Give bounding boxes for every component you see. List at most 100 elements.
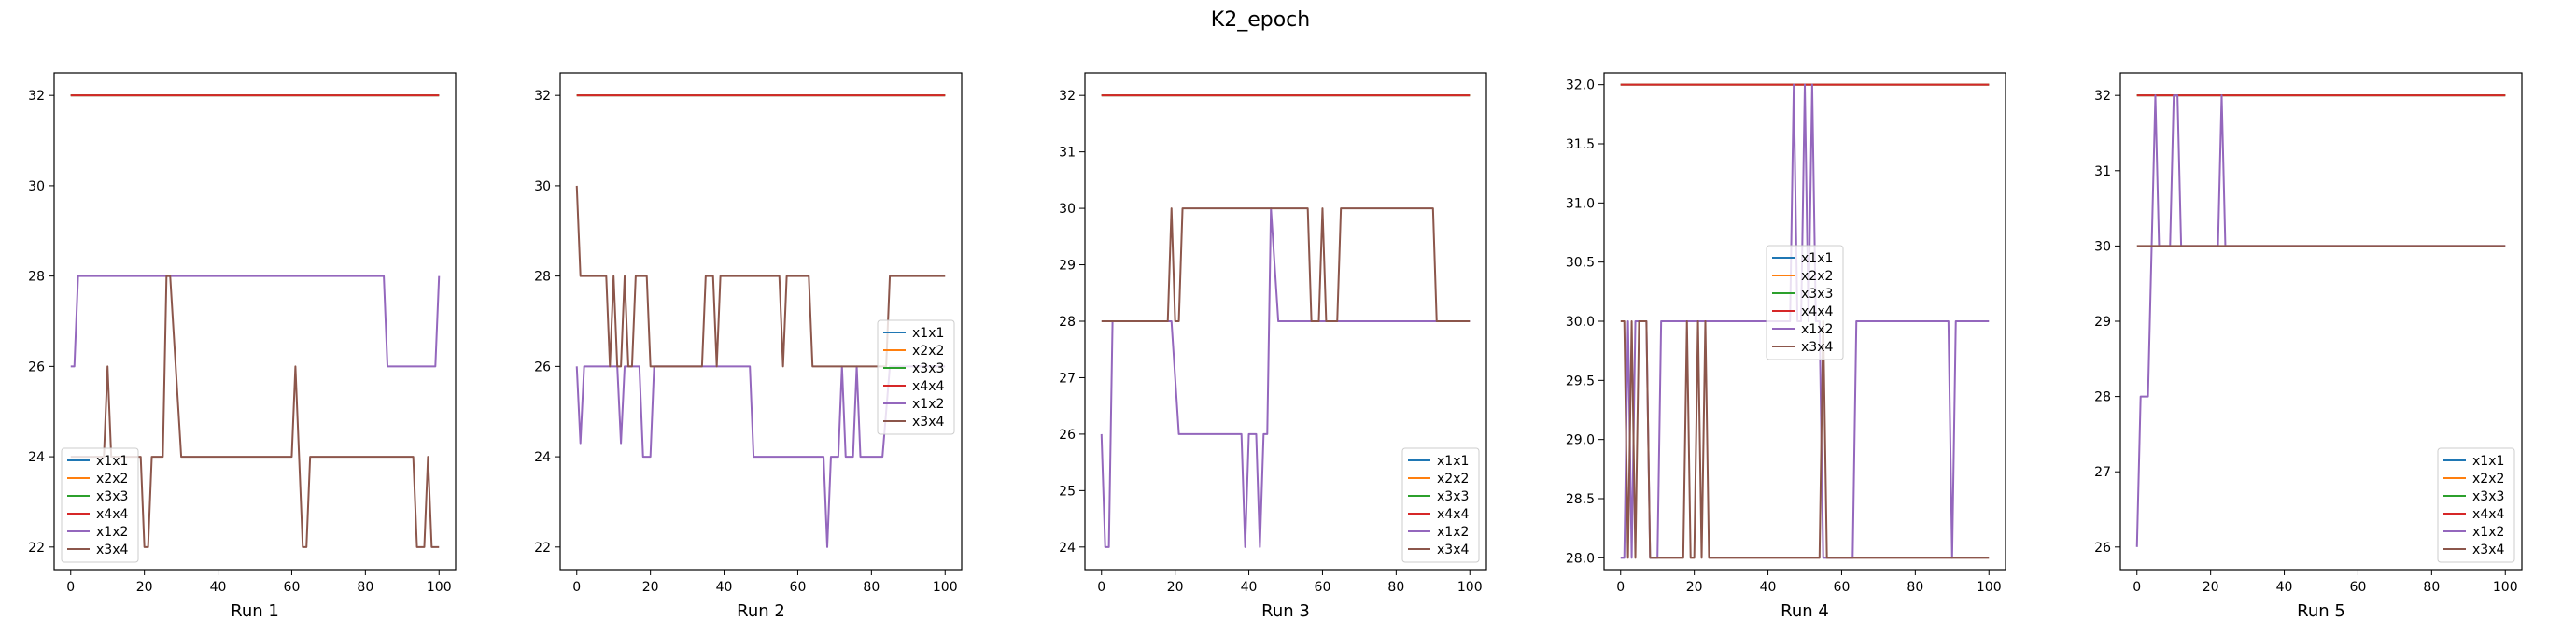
x-axis-label: Run 2 — [737, 601, 785, 621]
subplot-2: 0 20 40 60 80 100 22 24 26 28 30 32 Run 2 x1x1 x2x2 x3x… — [534, 72, 963, 621]
legend-label-x1x2: x1x2 — [96, 525, 128, 540]
x-tick-label: 80 — [2423, 580, 2440, 595]
y-tick-label: 32 — [534, 89, 551, 104]
x-tick-label: 80 — [357, 580, 373, 595]
legend-label-x1x2: x1x2 — [912, 397, 944, 412]
y-tick-label: 29.5 — [1566, 374, 1595, 388]
legend-label-x3x3: x3x3 — [1801, 287, 1833, 302]
legend-label-x3x4: x3x4 — [1437, 543, 1469, 557]
y-tick-label: 30 — [2094, 239, 2111, 254]
y-tick-label: 26 — [534, 360, 551, 374]
series-line-x3x4 — [1101, 207, 1471, 322]
legend-label-x3x3: x3x3 — [912, 361, 944, 376]
x-tick-label: 40 — [210, 580, 227, 595]
y-tick-label: 31.0 — [1566, 196, 1595, 211]
legend-label-x1x1: x1x1 — [912, 326, 944, 341]
y-tick-label: 30 — [28, 179, 45, 194]
y-tick-label: 28 — [1059, 315, 1076, 330]
x-tick-label: 60 — [2350, 580, 2367, 595]
legend-label-x1x2: x1x2 — [1437, 525, 1469, 540]
x-tick-label: 0 — [1616, 580, 1625, 595]
y-tick-label: 28 — [2094, 390, 2111, 405]
axes-frame — [559, 72, 963, 571]
legend-label-x4x4: x4x4 — [912, 379, 944, 394]
x-tick-label: 100 — [427, 580, 452, 595]
x-tick-label: 100 — [1457, 580, 1483, 595]
legend-label-x3x4: x3x4 — [2472, 543, 2504, 557]
legend: x1x1 x2x2 x3x3 x4x4 x1x2 x3x4 — [1401, 447, 1480, 563]
x-tick-label: 0 — [2133, 580, 2141, 595]
x-tick-label: 20 — [642, 580, 659, 595]
legend-label-x1x1: x1x1 — [2472, 454, 2504, 469]
legend-label-x1x2: x1x2 — [2472, 525, 2504, 540]
x-tick-label: 20 — [2203, 580, 2219, 595]
x-tick-label: 60 — [1834, 580, 1851, 595]
y-tick-label: 32 — [28, 89, 45, 104]
x-tick-label: 0 — [1097, 580, 1105, 595]
legend-label-x3x4: x3x4 — [1801, 340, 1833, 355]
y-tick-label: 30 — [534, 179, 551, 194]
legend-label-x3x3: x3x3 — [1437, 489, 1469, 504]
x-tick-label: 60 — [1315, 580, 1331, 595]
y-tick-label: 22 — [534, 541, 551, 556]
y-tick-label: 29 — [2094, 315, 2111, 330]
legend-label-x2x2: x2x2 — [2472, 472, 2504, 487]
y-tick-label: 31 — [1059, 146, 1076, 161]
y-tick-label: 24 — [534, 450, 551, 465]
y-tick-label: 31 — [2094, 164, 2111, 179]
y-tick-label: 28 — [534, 270, 551, 285]
subplot-grid: 0 20 40 60 80 100 22 24 26 28 30 32 Run 1 x1x1 x2x2 x3x… — [28, 72, 2523, 621]
y-tick-label: 31.5 — [1566, 137, 1595, 152]
x-axis-label: Run 1 — [231, 601, 279, 621]
x-tick-label: 100 — [933, 580, 958, 595]
figure-suptitle: K2_epoch — [1211, 8, 1310, 32]
legend-box — [877, 319, 955, 435]
legend: x1x1 x2x2 x3x3 x4x4 x1x2 x3x4 — [877, 319, 955, 435]
x-tick-label: 40 — [2276, 580, 2293, 595]
y-tick-label: 26 — [2094, 541, 2111, 556]
x-tick-label: 40 — [716, 580, 733, 595]
x-axis-label: Run 3 — [1261, 601, 1310, 621]
legend-label-x1x2: x1x2 — [1801, 322, 1833, 337]
x-tick-label: 40 — [1760, 580, 1777, 595]
legend-label-x3x4: x3x4 — [912, 415, 944, 430]
y-tick-label: 28.0 — [1566, 551, 1595, 566]
legend-label-x2x2: x2x2 — [1437, 472, 1469, 487]
x-tick-label: 60 — [284, 580, 301, 595]
legend-label-x4x4: x4x4 — [2472, 507, 2504, 522]
y-tick-label: 32.0 — [1566, 78, 1595, 93]
legend-label-x4x4: x4x4 — [1801, 304, 1833, 319]
legend-label-x4x4: x4x4 — [96, 507, 128, 522]
legend-box — [61, 447, 139, 563]
legend-label-x3x3: x3x3 — [96, 489, 128, 504]
x-tick-label: 20 — [1686, 580, 1703, 595]
subplot-4: 0 20 40 60 80 100 28.0 28.5 29.0 29.5 30.0 30.5 31.0… — [1566, 72, 2006, 621]
x-axis-label: Run 5 — [2297, 601, 2345, 621]
legend-label-x1x1: x1x1 — [1437, 454, 1469, 469]
legend: x1x1 x2x2 x3x3 x4x4 x1x2 x3x4 — [1766, 245, 1844, 360]
series-line-x1x2 — [575, 365, 946, 548]
y-tick-label: 24 — [1059, 541, 1076, 556]
y-tick-label: 28 — [28, 270, 45, 285]
legend-label-x2x2: x2x2 — [912, 344, 944, 359]
y-tick-label: 29 — [1059, 259, 1076, 274]
x-tick-label: 40 — [1241, 580, 1258, 595]
x-tick-label: 80 — [863, 580, 880, 595]
series-line-x1x2 — [2135, 94, 2506, 547]
series-line-x3x4 — [575, 185, 946, 368]
x-tick-label: 60 — [790, 580, 807, 595]
y-tick-label: 25 — [1059, 484, 1076, 499]
y-tick-label: 29.0 — [1566, 433, 1595, 448]
x-tick-label: 80 — [1907, 580, 1923, 595]
legend-box — [2437, 447, 2515, 563]
y-tick-label: 27 — [2094, 465, 2111, 480]
legend-box — [1766, 245, 1844, 360]
x-axis-label: Run 4 — [1781, 601, 1829, 621]
x-tick-label: 0 — [572, 580, 581, 595]
x-tick-label: 20 — [1167, 580, 1184, 595]
series-line-x1x2 — [1100, 207, 1471, 548]
legend-label-x2x2: x2x2 — [96, 472, 128, 487]
